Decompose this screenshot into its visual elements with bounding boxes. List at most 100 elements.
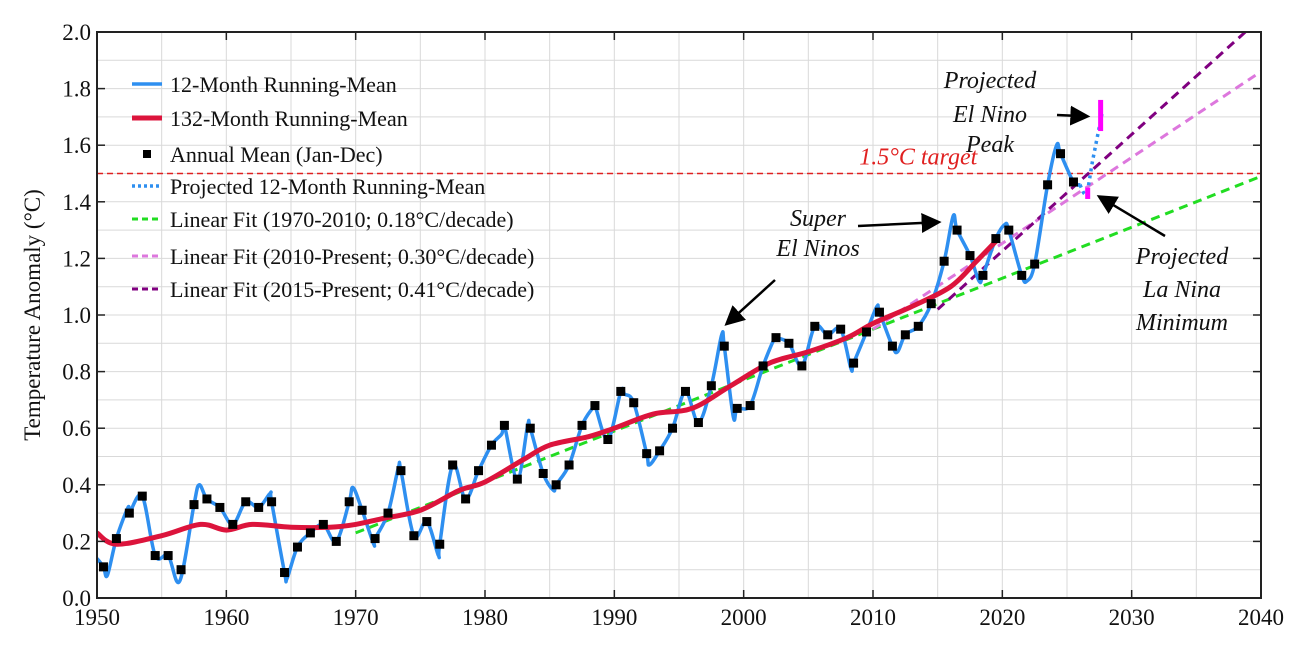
y-tick-label: 1.4 — [62, 190, 91, 215]
annual-mean-point — [241, 497, 251, 507]
annual-mean-point — [616, 386, 626, 396]
annual-mean-point — [939, 256, 949, 266]
annual-mean-point — [680, 386, 690, 396]
annotation-text: Super — [790, 206, 847, 232]
x-tick-label: 2020 — [979, 605, 1025, 630]
annual-mean-point — [331, 536, 341, 546]
y-tick-label: 0.2 — [62, 529, 91, 554]
annual-mean-point — [887, 341, 897, 351]
annual-mean-point — [551, 480, 561, 490]
legend-label: Linear Fit (1970-2010; 0.18°C/decade) — [170, 207, 514, 232]
annual-mean-point — [189, 500, 199, 510]
y-tick-label: 1.8 — [62, 77, 91, 102]
y-tick-label: 0.8 — [62, 360, 91, 385]
annual-mean-point — [693, 418, 703, 428]
annual-mean-point — [719, 341, 729, 351]
annual-mean-point — [978, 270, 988, 280]
annual-mean-point — [538, 468, 548, 478]
annual-mean-point — [474, 466, 484, 476]
annual-mean-point — [784, 338, 794, 348]
annual-mean-point — [448, 460, 458, 470]
annotation-arrow — [724, 279, 776, 326]
annual-mean-point — [642, 449, 652, 459]
annual-mean-point — [461, 494, 471, 504]
annual-mean-point — [383, 508, 393, 518]
y-tick-label: 0.6 — [62, 416, 91, 441]
annual-mean-point — [1004, 225, 1014, 235]
annual-mean-point — [202, 494, 212, 504]
annual-mean-point — [318, 519, 328, 529]
annual-mean-point — [1030, 259, 1040, 269]
x-tick-label: 1990 — [591, 605, 637, 630]
annual-mean-point — [98, 562, 108, 572]
annotation-text: Minimum — [1135, 310, 1228, 336]
x-tick-label: 1970 — [333, 605, 379, 630]
annual-mean-point — [525, 423, 535, 433]
annual-mean-point — [900, 330, 910, 340]
annual-mean-point — [991, 234, 1001, 244]
annual-mean-point — [913, 321, 923, 331]
annual-mean-point — [706, 381, 716, 391]
annotation-text: La Nina — [1142, 277, 1221, 303]
annual-mean-point — [422, 517, 432, 527]
annual-mean-point — [655, 446, 665, 456]
annual-mean-point — [292, 542, 302, 552]
annual-mean-point — [499, 420, 509, 430]
annual-mean-point — [745, 401, 755, 411]
y-tick-label: 1.0 — [62, 303, 91, 328]
y-tick-label: 0.4 — [62, 473, 91, 498]
annual-mean-point — [305, 528, 315, 538]
annual-mean-point — [590, 401, 600, 411]
annual-mean-point — [1068, 177, 1078, 187]
annotation-arrow — [1096, 195, 1166, 238]
target-label: 1.5°C target — [859, 145, 978, 171]
legend-label: Annual Mean (Jan-Dec) — [170, 142, 383, 167]
annual-mean-point — [344, 497, 354, 507]
x-tick-label: 2030 — [1109, 605, 1155, 630]
annual-mean-point — [771, 333, 781, 343]
annual-mean-point — [836, 324, 846, 334]
annual-mean-point — [603, 435, 613, 445]
linear-fit-2015-present-line — [936, 32, 1248, 311]
annotation-text: El Nino — [952, 102, 1027, 128]
annotation-arrow — [857, 212, 942, 233]
annual-mean-point — [111, 534, 121, 544]
annual-mean-point — [629, 398, 639, 408]
annual-mean-point — [137, 491, 147, 501]
annual-mean-point — [862, 327, 872, 337]
annual-mean-point — [965, 251, 975, 261]
legend-label: Linear Fit (2010-Present; 0.30°C/decade) — [170, 244, 534, 269]
y-axis-label: Temperature Anomaly (°C) — [20, 189, 45, 441]
annual-mean-point — [577, 420, 587, 430]
y-tick-label: 1.6 — [62, 133, 91, 158]
x-tick-label: 2040 — [1238, 605, 1284, 630]
y-tick-label: 1.2 — [62, 246, 91, 271]
annual-mean-point — [486, 440, 496, 450]
annual-mean-point — [758, 361, 768, 371]
axes: 1950 1960 1970 1980 1990 2000 2010 2020 2030 2040… — [62, 20, 1284, 630]
series-layer — [97, 32, 1261, 585]
y-tick-label: 0.0 — [62, 586, 91, 611]
annual-mean-point — [797, 361, 807, 371]
annotation-text: El Ninos — [775, 236, 859, 262]
annual-mean-point — [435, 539, 445, 549]
annual-mean-point — [124, 508, 134, 518]
annual-mean-point — [409, 531, 419, 541]
linear-fit-2010-present-line — [872, 70, 1261, 331]
annotations: 1.5°C target Super El Ninos Projected El Nin… — [724, 68, 1229, 336]
annual-mean-point — [849, 358, 859, 368]
annual-mean-point — [810, 321, 820, 331]
annual-mean-point — [952, 225, 962, 235]
annual-mean-point — [732, 403, 742, 413]
annual-mean-point — [823, 330, 833, 340]
annual-mean-point — [215, 502, 225, 512]
legend-label: Projected 12-Month Running-Mean — [170, 174, 485, 199]
legend-label: 12-Month Running-Mean — [170, 72, 397, 97]
linear-fit-1970-2010-line — [355, 174, 1261, 535]
annual-mean-point — [357, 505, 367, 515]
annual-mean-point — [668, 423, 678, 433]
x-tick-label: 1960 — [203, 605, 249, 630]
annual-mean-point — [874, 307, 884, 317]
annual-mean-point — [163, 551, 173, 561]
